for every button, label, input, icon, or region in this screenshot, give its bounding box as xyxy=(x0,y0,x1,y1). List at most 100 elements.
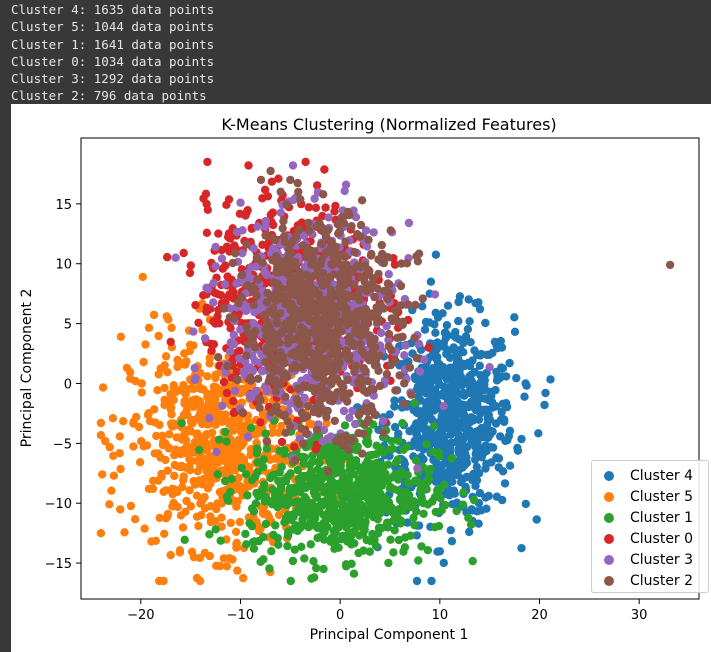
data-point xyxy=(163,466,172,475)
data-point xyxy=(265,564,274,573)
data-point xyxy=(264,337,274,346)
data-point xyxy=(317,239,326,249)
data-point xyxy=(149,310,159,320)
data-point xyxy=(166,550,175,560)
data-point xyxy=(229,453,238,462)
data-point xyxy=(258,258,267,267)
data-point xyxy=(274,409,284,418)
data-point xyxy=(293,178,302,188)
data-point xyxy=(389,484,398,494)
data-point xyxy=(211,262,220,271)
data-point xyxy=(153,386,162,395)
data-point xyxy=(252,253,261,262)
data-point xyxy=(191,300,200,310)
data-point xyxy=(454,445,463,454)
data-point xyxy=(412,507,421,516)
data-point xyxy=(303,248,312,257)
data-point xyxy=(422,478,431,488)
data-point xyxy=(300,492,309,502)
data-point xyxy=(157,472,166,481)
data-point xyxy=(222,437,231,446)
data-point xyxy=(513,446,523,455)
data-point xyxy=(210,288,219,297)
data-point xyxy=(262,437,272,446)
data-point xyxy=(356,373,365,382)
y-tick-label: 10 xyxy=(55,258,72,273)
data-point xyxy=(476,351,485,360)
data-point xyxy=(96,431,106,440)
data-point xyxy=(324,507,333,517)
data-point xyxy=(202,228,212,237)
console-line: Cluster 2: 796 data points xyxy=(11,88,207,104)
data-point xyxy=(174,462,183,471)
data-point xyxy=(205,530,214,539)
data-point xyxy=(356,306,365,315)
data-point xyxy=(373,485,383,494)
data-point xyxy=(115,449,124,458)
data-point xyxy=(355,477,364,486)
data-point xyxy=(249,507,259,516)
data-point xyxy=(470,346,479,355)
data-point xyxy=(352,328,361,338)
data-point xyxy=(137,388,146,397)
data-point xyxy=(443,301,453,310)
data-point xyxy=(454,316,463,326)
data-point xyxy=(665,260,675,270)
data-point xyxy=(378,249,387,259)
data-point xyxy=(490,337,500,346)
data-point xyxy=(246,423,256,433)
data-point xyxy=(214,353,223,362)
data-point xyxy=(239,455,249,464)
data-point xyxy=(366,459,375,469)
data-point xyxy=(250,537,259,546)
data-point xyxy=(326,376,335,385)
data-point xyxy=(148,476,158,486)
data-point xyxy=(217,254,227,263)
chart-figure: K-Means Clustering (Normalized Features)… xyxy=(11,104,711,652)
data-point xyxy=(228,443,237,452)
data-point xyxy=(322,278,332,287)
data-point xyxy=(474,298,483,307)
data-point xyxy=(417,542,426,551)
data-point xyxy=(468,506,477,515)
data-point xyxy=(438,309,447,318)
data-point xyxy=(338,499,347,508)
data-point xyxy=(401,533,410,542)
data-point xyxy=(359,363,368,373)
data-point xyxy=(385,280,394,289)
data-point xyxy=(412,353,421,363)
data-point xyxy=(390,396,399,405)
data-point xyxy=(419,498,428,508)
data-point xyxy=(286,305,295,315)
data-point xyxy=(256,175,266,185)
data-point xyxy=(183,403,192,413)
data-point xyxy=(254,492,263,501)
data-point xyxy=(272,364,281,373)
data-point xyxy=(330,207,339,216)
data-point xyxy=(306,540,315,549)
data-point xyxy=(296,195,305,204)
data-point xyxy=(356,232,365,241)
data-point xyxy=(192,573,202,583)
data-point xyxy=(290,545,299,554)
data-point xyxy=(167,403,176,412)
data-point xyxy=(231,249,240,258)
data-point xyxy=(261,429,270,438)
data-point xyxy=(246,376,255,385)
data-point xyxy=(463,325,473,334)
data-point xyxy=(288,484,297,493)
data-point xyxy=(369,391,378,400)
data-point xyxy=(323,326,332,335)
data-point xyxy=(267,353,276,362)
data-point xyxy=(190,363,199,373)
data-point xyxy=(255,526,264,536)
data-point xyxy=(194,318,203,327)
data-point xyxy=(244,463,254,472)
data-point xyxy=(374,315,384,324)
data-point xyxy=(243,432,253,441)
data-point xyxy=(373,284,382,293)
data-point xyxy=(273,319,282,328)
legend: Cluster 4 Cluster 5 Cluster 1 Cluster 0 … xyxy=(591,460,709,593)
data-point xyxy=(281,428,290,437)
data-point xyxy=(232,227,242,237)
